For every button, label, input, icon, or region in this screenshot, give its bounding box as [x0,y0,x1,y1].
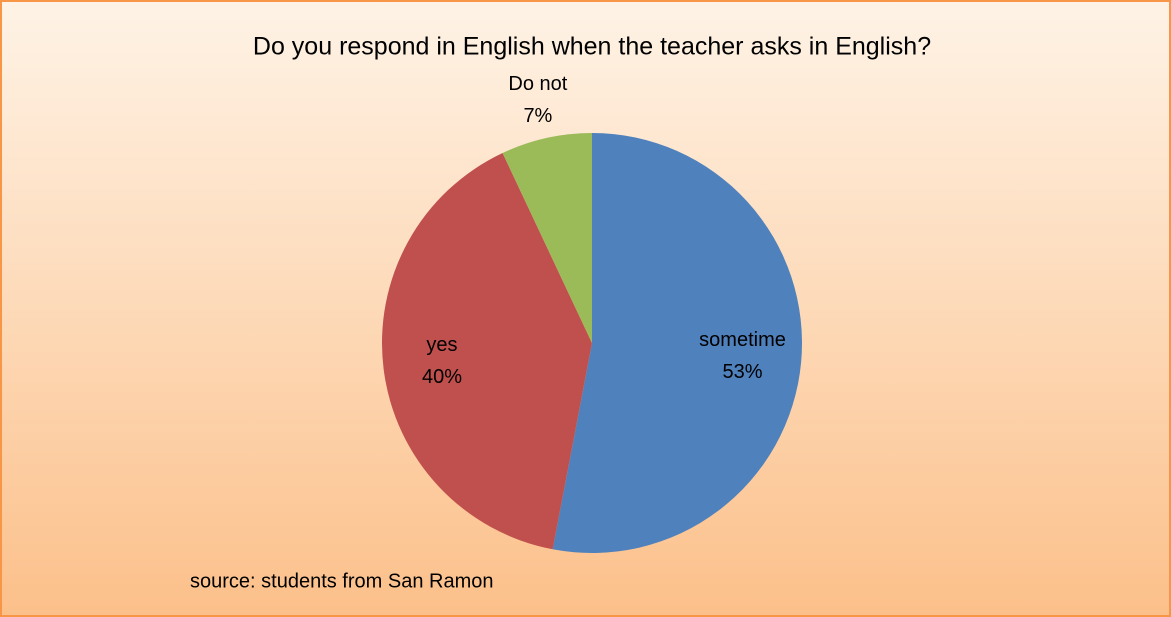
pie-slice [381,152,592,550]
slice-label: Do not 7% [508,73,567,127]
slice-value-label: 7% [523,105,552,127]
slice-value-label: 40% [422,366,462,388]
slice-category: yes [426,334,457,356]
pie-labels: sometime 53% yes 40% Do not 7% [422,73,786,388]
source-note: source: students from San Ramon [190,570,493,592]
slice-label: yes 40% [422,334,462,388]
pie [381,133,802,553]
slice-category: Do not [508,73,567,95]
slice-label: sometime 53% [699,330,786,384]
slice-category: sometime [699,330,786,352]
slice-value-label: 53% [723,362,763,384]
pie-slice [552,133,802,553]
chart-title: Do you respond in English when the teach… [253,33,931,61]
pie-slice [502,133,592,343]
